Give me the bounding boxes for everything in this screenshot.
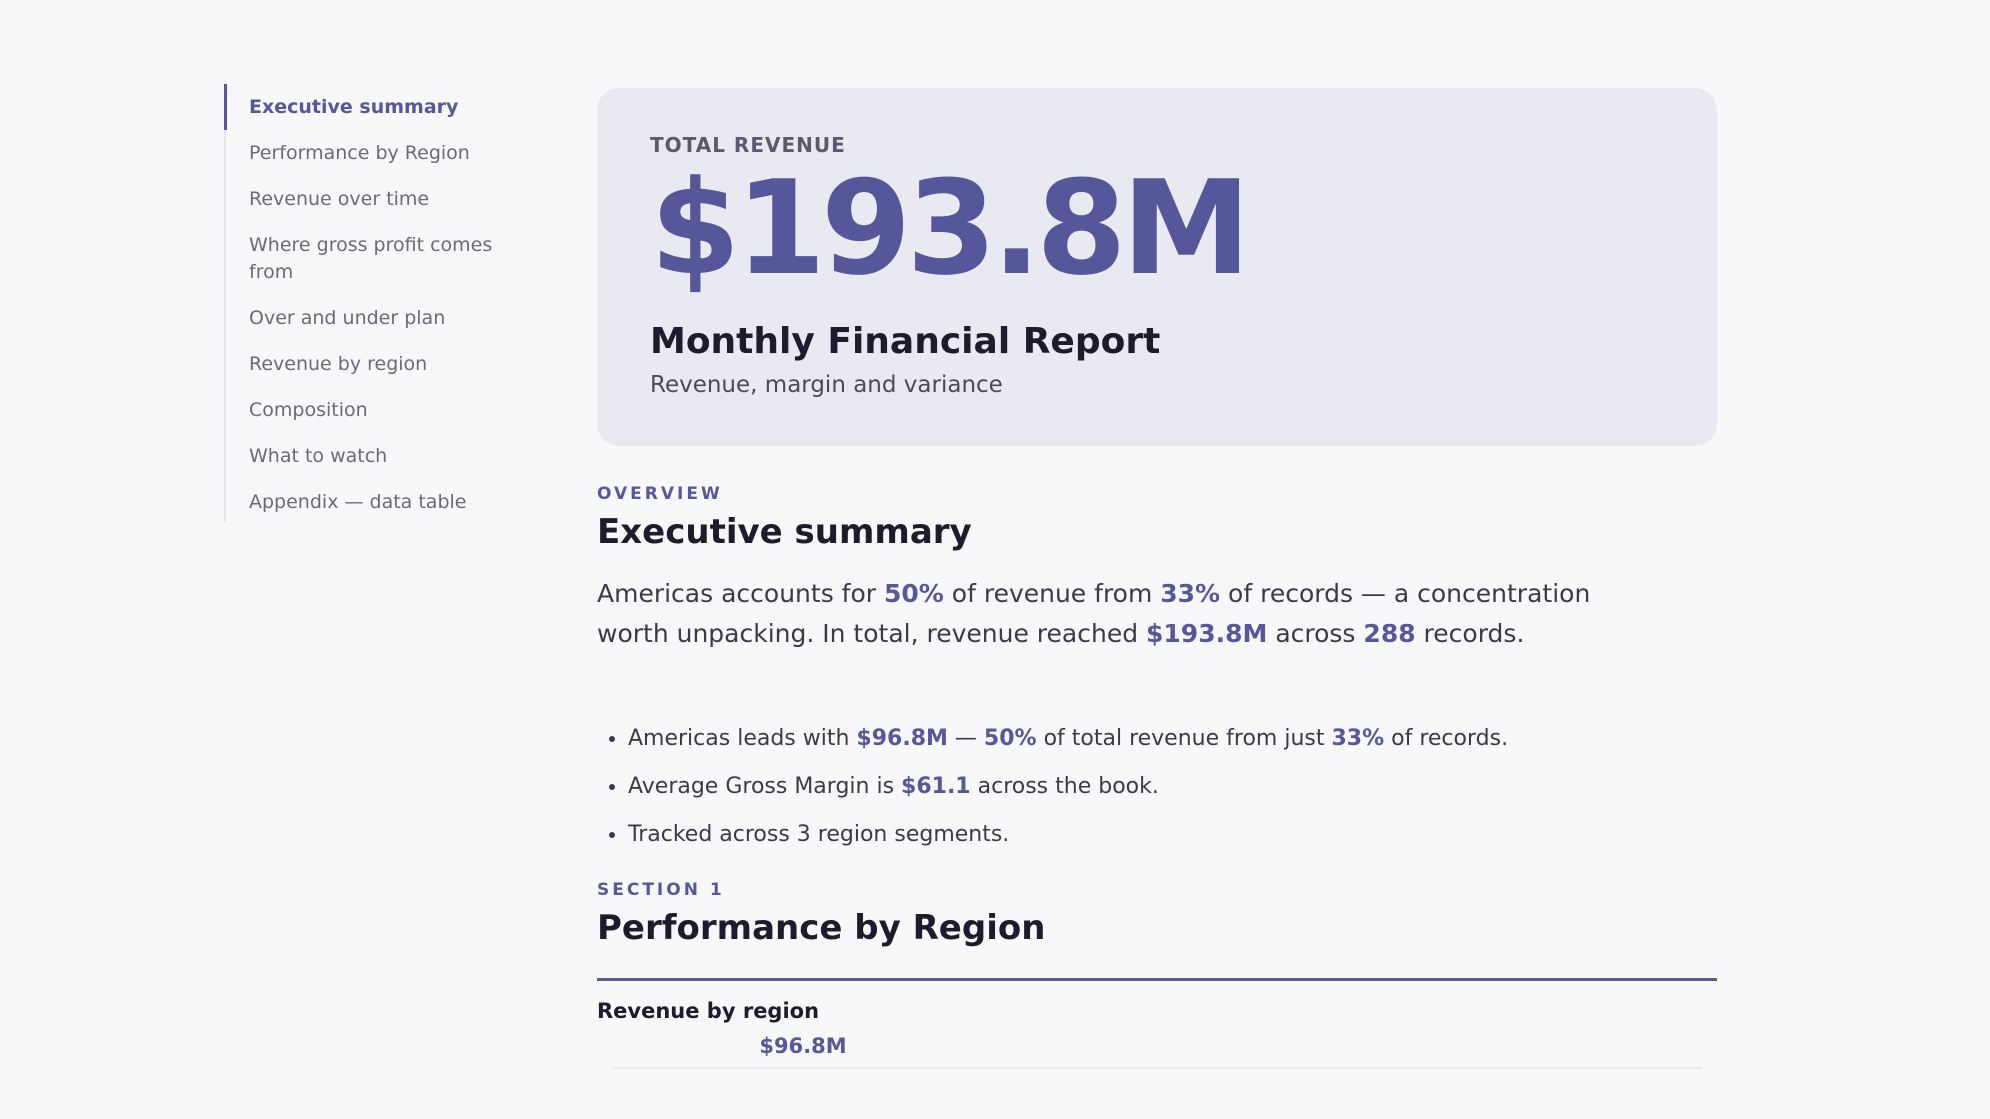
key-findings-list: Americas leads with $96.8M — 50% of tota… <box>597 724 1717 850</box>
toc-item-executive-summary[interactable]: Executive summary <box>224 84 514 130</box>
chart-title: Revenue by region <box>597 999 820 1023</box>
highlight-value: 50% <box>884 579 944 608</box>
summary-paragraph: Americas accounts for 50% of revenue fro… <box>597 579 1591 648</box>
section-kicker: SECTION 1 <box>597 880 725 900</box>
toc-item-appendix[interactable]: Appendix — data table <box>249 491 467 513</box>
list-item: Average Gross Margin is $61.1 across the… <box>628 772 1717 802</box>
main-content: TOTAL REVENUE $193.8M Monthly Financial … <box>597 88 1717 1103</box>
chart-divider <box>597 978 1717 981</box>
toc-item-composition[interactable]: Composition <box>249 399 368 421</box>
report-title: Monthly Financial Report <box>650 321 1161 362</box>
toc-item-revenue-over-time[interactable]: Revenue over time <box>249 188 430 210</box>
hero-card: TOTAL REVENUE $193.8M Monthly Financial … <box>597 88 1717 446</box>
section-kicker: OVERVIEW <box>597 484 723 504</box>
highlight-value: $193.8M <box>1146 619 1268 648</box>
toc-item-revenue-by-region[interactable]: Revenue by region <box>249 353 428 375</box>
hero-value: $193.8M <box>650 152 1251 304</box>
list-item: Americas leads with $96.8M — 50% of tota… <box>628 724 1717 754</box>
table-of-contents: Executive summary Performance by Region … <box>224 84 514 522</box>
overview-section: OVERVIEW Executive summary Americas acco… <box>597 484 1717 850</box>
report-subtitle: Revenue, margin and variance <box>650 372 1003 398</box>
highlight-value: 288 <box>1363 619 1416 648</box>
revenue-by-region-chart: $96.8M <box>597 1023 1717 1103</box>
bar-data-label: $96.8M <box>759 1034 846 1058</box>
toc-item-what-to-watch[interactable]: What to watch <box>249 445 388 467</box>
section-heading: Executive summary <box>597 512 972 552</box>
toc-item-performance-by-region[interactable]: Performance by Region <box>249 142 470 164</box>
performance-section: SECTION 1 Performance by Region Revenue … <box>597 880 1717 1103</box>
highlight-value: 33% <box>1160 579 1221 608</box>
toc-item-gross-profit[interactable]: Where gross profit comes from <box>249 234 493 283</box>
section-heading: Performance by Region <box>597 908 1046 948</box>
list-item: Tracked across 3 region segments. <box>628 820 1717 850</box>
chart-svg: $96.8M <box>613 1034 1702 1069</box>
hero-label: TOTAL REVENUE <box>650 133 846 157</box>
toc-item-over-under-plan[interactable]: Over and under plan <box>249 307 446 329</box>
